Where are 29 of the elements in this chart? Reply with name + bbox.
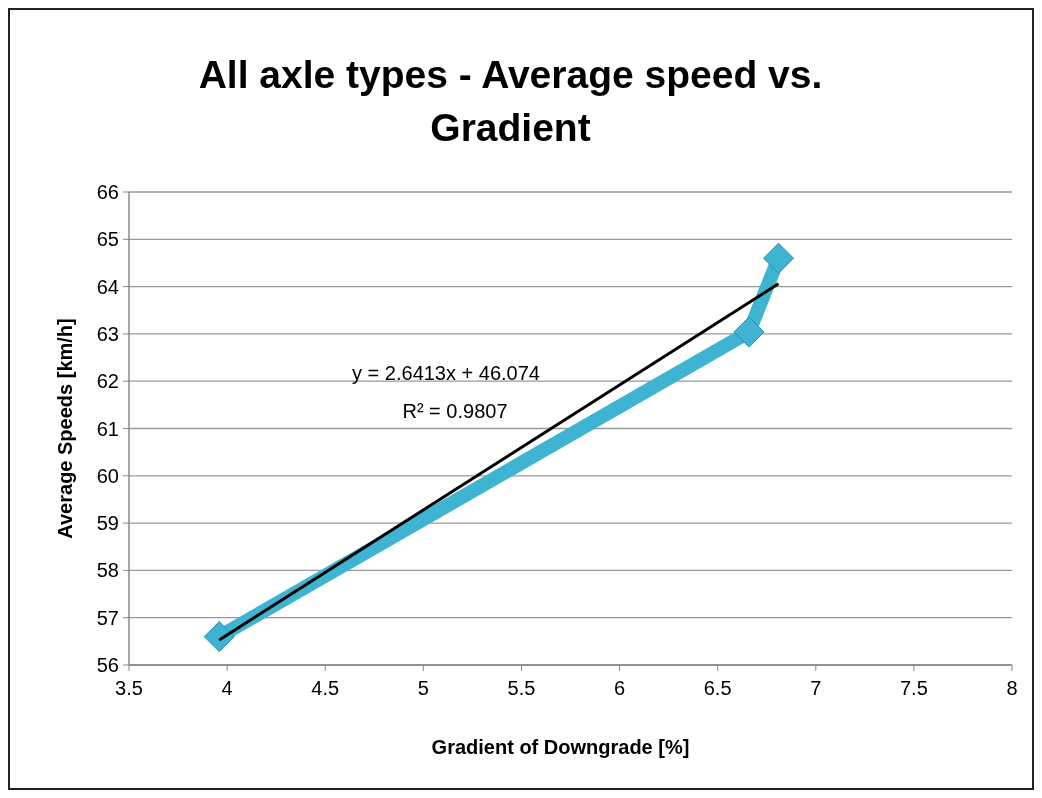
x-tick-label: 3.5 xyxy=(115,677,143,699)
y-tick-label: 62 xyxy=(96,370,119,393)
y-tick-label: 65 xyxy=(96,228,119,251)
y-tick-label: 59 xyxy=(96,512,119,535)
y-tick-label: 57 xyxy=(96,606,119,629)
x-tick-label: 7.5 xyxy=(899,677,928,699)
chart-title: All axle types - Average speed vs. Gradient xyxy=(198,53,823,149)
x-tick-label: 6.5 xyxy=(703,677,732,699)
x-tick-label: 4.5 xyxy=(311,677,340,699)
y-tick-label: 61 xyxy=(96,417,119,440)
x-tick-label: 4 xyxy=(221,677,233,699)
x-tick-label: 5 xyxy=(417,677,429,699)
y-tick-label: 60 xyxy=(96,464,119,487)
y-tick-label: 66 xyxy=(96,181,119,203)
y-tick-label: 64 xyxy=(96,275,119,298)
x-tick-label: 7 xyxy=(810,677,822,699)
point xyxy=(763,242,794,274)
y-tick-label: 56 xyxy=(96,654,119,676)
x-tick-label: 5.5 xyxy=(507,677,536,699)
point xyxy=(203,621,235,653)
x-tick-label: 6 xyxy=(613,677,626,699)
y-tick-label: 63 xyxy=(96,322,119,345)
annotation: y = 2.6413x + 46.074 xyxy=(352,362,540,384)
point xyxy=(733,316,765,348)
annotation: R² = 0.9807 xyxy=(402,400,508,422)
y-axis-title: Average Speeds [km/h] xyxy=(54,318,76,539)
y-tick-label: 58 xyxy=(96,559,119,582)
x-axis-title: Gradient of Downgrade [%] xyxy=(431,736,690,758)
x-tick-label: 8 xyxy=(1006,677,1018,699)
